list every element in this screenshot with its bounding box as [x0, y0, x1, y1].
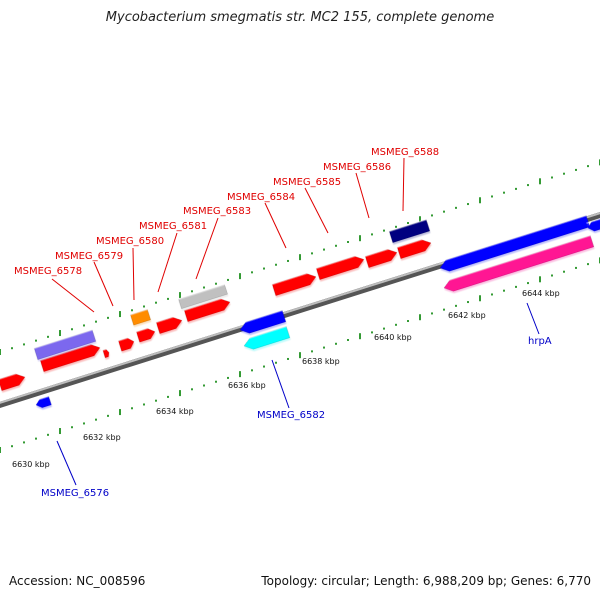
gene-forward-highlight [315, 253, 363, 269]
gene-forward [271, 270, 317, 297]
leader-line-forward [264, 202, 287, 249]
gene-forward-shape [396, 239, 432, 260]
gene-forward-highlight [396, 236, 430, 248]
gene-reverse-highlight [437, 214, 587, 263]
gene-reverse-highlight [586, 218, 600, 224]
gene-forward-highlight [102, 347, 109, 351]
gene-navy [388, 218, 431, 244]
map-title: Mycobacterium smegmatis str. MC2 155, co… [105, 10, 495, 25]
gene-label-hrpa: hrpA [528, 336, 552, 347]
leader-line-forward [304, 187, 329, 234]
gene-forward [364, 246, 398, 269]
leader-line-forward [355, 172, 370, 219]
gene-pseudo-highlight [178, 283, 225, 300]
gene-forward [102, 347, 110, 359]
gene-reverse-highlight [34, 395, 49, 402]
leader-line-forward [51, 278, 95, 313]
gene-forward [183, 295, 231, 323]
scale-label: 6636 kbp [228, 381, 266, 390]
gene-label-msmeg-6585: MSMEG_6585 [273, 177, 341, 188]
scale-label: 6630 kbp [12, 460, 50, 469]
gene-forward [155, 313, 183, 335]
gene-forward [396, 236, 432, 260]
gene-label-msmeg-6582: MSMEG_6582 [257, 410, 325, 421]
gene-forward-shape [315, 255, 365, 281]
gene-forward-highlight [364, 246, 396, 257]
gene-magenta-highlight [441, 234, 591, 283]
gene-label-msmeg-6578: MSMEG_6578 [14, 266, 82, 277]
gene-rna-highlight [130, 308, 148, 316]
forward-gene-labels: MSMEG_6578 MSMEG_6579 MSMEG_6580 MSMEG_6… [14, 147, 439, 277]
scale-label: 6640 kbp [374, 333, 412, 342]
gene-forward-highlight [39, 341, 99, 361]
gene-label-msmeg-6579: MSMEG_6579 [55, 251, 123, 262]
gene-magenta [441, 234, 595, 292]
gene-reverse-highlight [237, 309, 283, 325]
gene-forward-highlight [0, 370, 24, 380]
gene-cyan [241, 325, 291, 350]
gene-label-msmeg-6576: MSMEG_6576 [41, 488, 109, 499]
leader-line-forward [157, 232, 178, 293]
gene-forward [118, 335, 135, 352]
gene-pseudo [178, 283, 228, 310]
leader-line-reverse [56, 440, 77, 486]
scale-label: 6638 kbp [302, 357, 340, 366]
genome-summary-text: Topology: circular; Length: 6,988,209 bp… [261, 574, 591, 588]
label-leader-lines [51, 157, 540, 486]
gene-label-msmeg-6583: MSMEG_6583 [183, 206, 251, 217]
gene-forward-highlight [136, 325, 154, 333]
gene-label-msmeg-6588: MSMEG_6588 [371, 147, 439, 158]
gene-forward-highlight [271, 270, 315, 285]
leader-line-forward [93, 261, 114, 307]
scale-label: 6642 kbp [448, 311, 486, 320]
scale-label: 6632 kbp [83, 433, 121, 442]
gene-forward-highlight [183, 295, 229, 311]
gene-label-msmeg-6581: MSMEG_6581 [139, 221, 207, 232]
gene-reverse [34, 395, 52, 409]
gene-reverse [437, 214, 591, 272]
leader-line-forward [402, 157, 405, 212]
gene-label-msmeg-6586: MSMEG_6586 [323, 162, 391, 173]
gene-forward-shape [271, 273, 317, 297]
leader-line-reverse [271, 359, 290, 409]
leader-line-forward [195, 217, 219, 280]
gene-purple-highlight [33, 329, 93, 349]
scale-label: 6634 kbp [156, 407, 194, 416]
leader-line-reverse [526, 302, 540, 335]
gene-forward [0, 370, 26, 392]
gene-purple [33, 329, 97, 361]
tick-marks [0, 159, 600, 453]
gene-rna [130, 308, 151, 326]
gene-reverse [237, 309, 287, 334]
leader-line-forward [132, 247, 135, 301]
gene-cyan-highlight [241, 325, 287, 341]
scale-label: 6644 kbp [522, 289, 560, 298]
gene-forward-shape [364, 248, 398, 269]
gene-forward [315, 253, 365, 281]
gene-features [0, 214, 600, 409]
accession-text: Accession: NC_008596 [9, 574, 146, 588]
gene-forward-highlight [155, 313, 181, 323]
gene-label-msmeg-6584: MSMEG_6584 [227, 192, 295, 203]
gene-forward-highlight [118, 335, 133, 342]
gene-forward [39, 341, 101, 373]
gene-label-msmeg-6580: MSMEG_6580 [96, 236, 164, 247]
reverse-gene-labels: MSMEG_6576 MSMEG_6582 hrpA [41, 336, 552, 499]
scale-labels: 6630 kbp 6632 kbp 6634 kbp 6636 kbp 6638… [12, 289, 560, 469]
gene-forward [136, 325, 156, 343]
gene-navy-highlight [388, 218, 427, 232]
